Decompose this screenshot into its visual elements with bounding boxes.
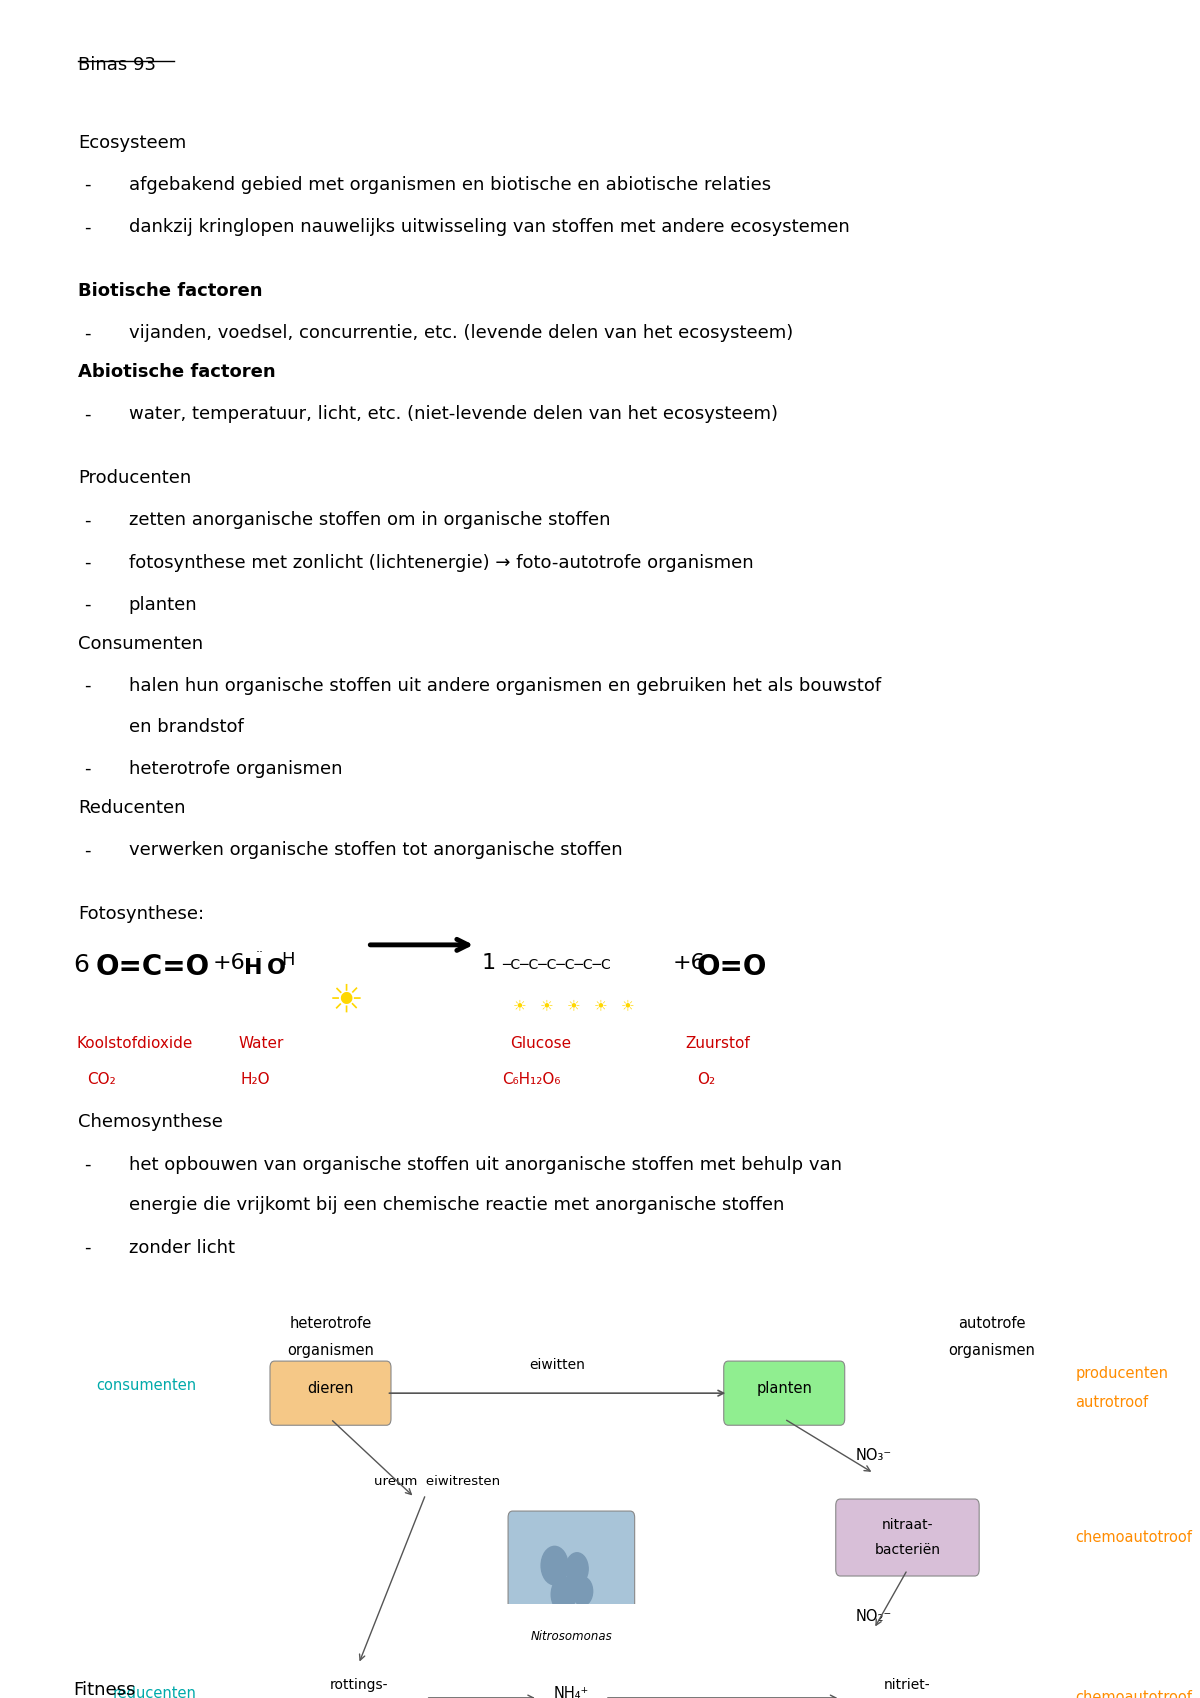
Text: -: - (84, 841, 90, 859)
Text: eiwitten: eiwitten (529, 1358, 584, 1372)
Text: Ecosysteem: Ecosysteem (78, 134, 187, 151)
Text: -: - (84, 177, 90, 194)
Text: Fitness: Fitness (73, 1681, 136, 1698)
Text: het opbouwen van organische stoffen uit anorganische stoffen met behulp van: het opbouwen van organische stoffen uit … (128, 1156, 842, 1173)
Text: verwerken organische stoffen tot anorganische stoffen: verwerken organische stoffen tot anorgan… (128, 841, 623, 859)
Text: O=O: O=O (697, 953, 767, 981)
Text: ☀: ☀ (329, 981, 364, 1020)
Text: consumenten: consumenten (96, 1377, 196, 1392)
Text: heterotrofe: heterotrofe (289, 1316, 372, 1331)
Text: producenten: producenten (1075, 1367, 1169, 1382)
Text: O=C=O: O=C=O (95, 953, 209, 981)
Text: ☀: ☀ (620, 998, 635, 1012)
Text: planten: planten (128, 596, 198, 615)
Text: ☀: ☀ (514, 998, 527, 1012)
FancyBboxPatch shape (270, 1362, 391, 1425)
Text: H₂O: H₂O (241, 1071, 270, 1087)
Text: -: - (84, 596, 90, 615)
Text: en brandstof: en brandstof (128, 718, 244, 735)
Text: chemoautotroof: chemoautotroof (1075, 1530, 1193, 1545)
Text: organismen: organismen (948, 1343, 1034, 1358)
Text: zetten anorganische stoffen om in organische stoffen: zetten anorganische stoffen om in organi… (128, 511, 611, 530)
Text: Consumenten: Consumenten (78, 635, 204, 652)
Text: chemoautotroof: chemoautotroof (1075, 1691, 1193, 1698)
Text: vijanden, voedsel, concurrentie, etc. (levende delen van het ecosysteem): vijanden, voedsel, concurrentie, etc. (l… (128, 324, 793, 343)
FancyBboxPatch shape (835, 1659, 979, 1698)
Circle shape (572, 1577, 593, 1606)
Text: H: H (281, 951, 295, 970)
Text: water, temperatuur, licht, etc. (niet-levende delen van het ecosysteem): water, temperatuur, licht, etc. (niet-le… (128, 406, 778, 423)
Text: -: - (84, 219, 90, 236)
Text: -: - (84, 761, 90, 778)
Text: Reducenten: Reducenten (78, 800, 186, 817)
Text: -: - (84, 1156, 90, 1173)
Text: rottings-: rottings- (329, 1678, 388, 1693)
Text: O: O (266, 958, 286, 978)
Text: organismen: organismen (287, 1343, 374, 1358)
Text: planten: planten (756, 1380, 812, 1396)
Text: CO₂: CO₂ (88, 1071, 116, 1087)
Text: nitraat-: nitraat- (882, 1518, 934, 1532)
Text: afgebakend gebied met organismen en biotische en abiotische relaties: afgebakend gebied met organismen en biot… (128, 177, 770, 194)
Text: -: - (84, 1238, 90, 1257)
Text: ☀: ☀ (540, 998, 553, 1012)
Text: autotrofe: autotrofe (958, 1316, 1025, 1331)
Text: Glucose: Glucose (510, 1036, 571, 1051)
Text: Binas 93: Binas 93 (78, 56, 156, 75)
Text: -: - (84, 554, 90, 572)
Circle shape (565, 1552, 588, 1584)
Text: NO₃⁻: NO₃⁻ (856, 1448, 892, 1464)
Text: energie die vrijkomt bij een chemische reactie met anorganische stoffen: energie die vrijkomt bij een chemische r… (128, 1195, 785, 1214)
Text: Nitrosomonas: Nitrosomonas (530, 1630, 612, 1642)
Text: Zuurstof: Zuurstof (685, 1036, 750, 1051)
Text: autrotroof: autrotroof (1075, 1396, 1148, 1411)
Text: Fotosynthese:: Fotosynthese: (78, 905, 204, 922)
Text: halen hun organische stoffen uit andere organismen en gebruiken het als bouwstof: halen hun organische stoffen uit andere … (128, 678, 881, 694)
FancyBboxPatch shape (724, 1362, 845, 1425)
Text: -: - (84, 406, 90, 423)
FancyBboxPatch shape (287, 1657, 431, 1698)
Text: Abiotische factoren: Abiotische factoren (78, 363, 276, 380)
Text: NO₂⁻: NO₂⁻ (856, 1608, 892, 1623)
Circle shape (541, 1547, 568, 1584)
Text: -: - (84, 511, 90, 530)
Text: 6: 6 (73, 953, 89, 976)
Circle shape (551, 1577, 576, 1611)
Text: +6: +6 (672, 953, 704, 973)
Text: NH₄⁺: NH₄⁺ (553, 1686, 589, 1698)
Text: Koolstofdioxide: Koolstofdioxide (76, 1036, 192, 1051)
Text: O₂: O₂ (697, 1071, 715, 1087)
FancyBboxPatch shape (835, 1499, 979, 1576)
Text: zonder licht: zonder licht (128, 1238, 235, 1257)
Text: Biotische factoren: Biotische factoren (78, 282, 263, 301)
Text: C₆H₁₂O₆: C₆H₁₂O₆ (502, 1071, 560, 1087)
FancyBboxPatch shape (508, 1511, 635, 1652)
Text: ☀: ☀ (566, 998, 581, 1012)
Text: reducenten: reducenten (112, 1686, 196, 1698)
Text: ··: ·· (256, 946, 264, 959)
Text: +6: +6 (212, 953, 246, 973)
Text: H: H (245, 958, 263, 978)
Text: bacteriën: bacteriën (875, 1543, 941, 1557)
Text: ─C─C─C─C─C─C: ─C─C─C─C─C─C (502, 958, 611, 971)
Text: -: - (84, 678, 90, 694)
Text: dieren: dieren (307, 1380, 354, 1396)
Text: Producenten: Producenten (78, 469, 192, 487)
Text: -: - (84, 324, 90, 343)
Text: ureum  eiwitresten: ureum eiwitresten (374, 1476, 500, 1487)
Text: Water: Water (239, 1036, 284, 1051)
Text: ☀: ☀ (594, 998, 607, 1012)
Text: heterotrofe organismen: heterotrofe organismen (128, 761, 342, 778)
Text: nitriet-: nitriet- (884, 1678, 931, 1693)
Text: Chemosynthese: Chemosynthese (78, 1114, 223, 1131)
Text: 1: 1 (481, 953, 496, 973)
Text: fotosynthese met zonlicht (lichtenergie) → foto-autotrofe organismen: fotosynthese met zonlicht (lichtenergie)… (128, 554, 754, 572)
Text: dankzij kringlopen nauwelijks uitwisseling van stoffen met andere ecosystemen: dankzij kringlopen nauwelijks uitwisseli… (128, 219, 850, 236)
